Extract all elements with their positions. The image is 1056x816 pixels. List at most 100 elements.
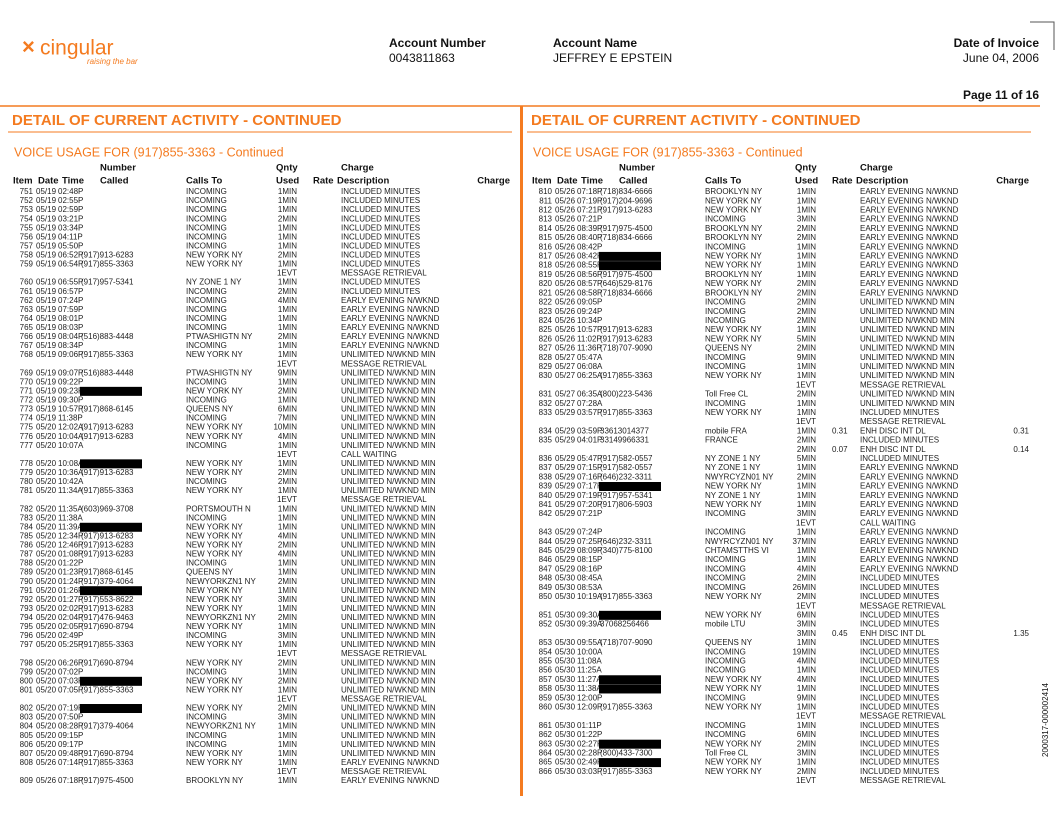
call-date: 05/26 (555, 316, 576, 325)
calls-to: NEW YORK NY (705, 758, 762, 767)
number-called: (917)868-6145 (81, 568, 134, 577)
call-row: 844 05/29 07:25P(646)232-3311 NWYRCYZN01 NY… (539, 537, 959, 546)
call-row: 789 05/20 01:23P(917)868-6145 QUEENS NY 1MIN… (20, 568, 436, 577)
item-number: 803 (20, 713, 34, 722)
description: EARLY EVENING N/WKND (860, 491, 959, 500)
call-date: 05/20 (36, 559, 57, 568)
redaction (80, 586, 142, 596)
invoice-date-label: Date of Invoice (954, 36, 1040, 50)
quantity-used: 2MIN (278, 658, 297, 667)
quantity-used: 19MIN (792, 647, 816, 656)
item-number: 752 (20, 196, 34, 205)
description: UNLIMITED N/WKND MIN (341, 368, 436, 377)
call-date: 05/20 (36, 713, 57, 722)
description: EARLY EVENING N/WKND (860, 196, 959, 205)
call-time: 08:42P (577, 252, 602, 261)
call-date: 05/29 (555, 491, 576, 500)
column-header: Qnty (795, 163, 817, 174)
item-number: 848 (539, 574, 553, 583)
column-header: Used (276, 176, 299, 187)
number-called: (917)913-6283 (81, 468, 134, 477)
item-number: 757 (20, 241, 34, 250)
call-date: 05/26 (555, 261, 576, 270)
call-date: 05/19 (36, 350, 57, 359)
quantity-used: 1MIN (797, 196, 816, 205)
description: UNLIMITED N/WKND MIN (860, 344, 955, 353)
item-number: 794 (20, 613, 34, 622)
calls-to: BROOKLYN NY (705, 288, 763, 297)
description: UNLIMITED N/WKND MIN (860, 307, 955, 316)
quantity-used: 1MIN (278, 241, 297, 250)
number-called: (917)913-6283 (81, 541, 134, 550)
description: EARLY EVENING N/WKND (860, 482, 959, 491)
quantity-used: 2MIN (278, 468, 297, 477)
call-date: 05/26 (555, 215, 576, 224)
redaction (599, 684, 661, 694)
call-date: 05/29 (555, 482, 576, 491)
quantity-used: 5MIN (797, 334, 816, 343)
quantity-used: 1MIN (278, 731, 297, 740)
call-date: 05/20 (36, 541, 57, 550)
description: UNLIMITED N/WKND MIN (341, 459, 436, 468)
quantity-used: 4MIN (278, 550, 297, 559)
item-number: 842 (539, 509, 553, 518)
item-number: 769 (20, 368, 34, 377)
call-row: 751 05/19 02:48P INCOMING 1MIN INCLUDED MINUT… (20, 187, 420, 196)
call-row: 820 05/26 08:57P(646)529-8176 NEW YORK NY 2M… (539, 279, 959, 288)
call-time: 07:24P (577, 528, 602, 537)
number-called: (917)855-3363 (600, 371, 653, 380)
call-date: 05/20 (36, 459, 57, 468)
call-date: 05/30 (555, 656, 576, 665)
call-row: 1EVT MESSAGE RETRIEVAL (796, 712, 946, 721)
item-number: 775 (20, 423, 34, 432)
item-number: 776 (20, 432, 34, 441)
quantity-used: 2MIN (797, 279, 816, 288)
call-row: 846 05/29 08:15P INCOMING 1MIN EARLY EVENING … (539, 555, 959, 564)
calls-to: NEW YORK NY (186, 586, 243, 595)
call-time: 07:19P (58, 704, 83, 713)
quantity-used: 1MIN (278, 568, 297, 577)
call-row: 794 05/20 02:04P(917)476-9463 NEWYORKZN1 NY… (20, 613, 436, 622)
redaction (599, 482, 661, 491)
call-time: 05:50P (58, 241, 83, 250)
item-number: 787 (20, 550, 34, 559)
item-number: 826 (539, 334, 553, 343)
calls-to: INCOMING (186, 341, 227, 350)
item-number: 809 (20, 776, 34, 785)
column-header: Charge (996, 176, 1029, 187)
number-called: (800)433-7300 (600, 749, 653, 758)
number-called: (340)775-8100 (600, 546, 653, 555)
quantity-used: 4MIN (797, 564, 816, 573)
column-header: Charge (477, 176, 510, 187)
calls-to: NEW YORK NY (705, 196, 762, 205)
call-date: 05/20 (36, 676, 57, 685)
calls-to: INCOMING (705, 316, 746, 325)
call-row: 822 05/26 09:05P INCOMING 2MIN UNLIMITED N/WK… (539, 298, 955, 307)
quantity-used: 1MIN (278, 232, 297, 241)
call-row: 802 05/20 07:19P NEW YORK NY 2MIN UNLIMITED N… (20, 704, 436, 714)
description: INCLUDED MINUTES (860, 638, 939, 647)
item-number: 811 (539, 196, 552, 205)
item-number: 828 (539, 353, 553, 362)
number-called: (917)975-4500 (600, 270, 653, 279)
call-time: 07:19P (577, 196, 602, 205)
item-number: 846 (539, 555, 553, 564)
description: EARLY EVENING N/WKND (860, 288, 959, 297)
quantity-used: 3MIN (797, 509, 816, 518)
call-time: 02:59P (58, 205, 83, 214)
call-time: 07:50P (58, 713, 83, 722)
calls-to: INCOMING (186, 713, 227, 722)
item-number: 773 (20, 405, 34, 414)
call-row: 1EVT MESSAGE RETRIEVAL (277, 767, 427, 776)
number-called: (917)553-8622 (81, 595, 134, 604)
description: UNLIMITED N/WKND MIN (341, 386, 436, 395)
call-row: 1EVT MESSAGE RETRIEVAL (277, 695, 427, 704)
redaction (599, 251, 661, 261)
call-date: 05/20 (36, 577, 57, 586)
item-number: 864 (539, 749, 553, 758)
description: UNLIMITED N/WKND MIN (341, 595, 436, 604)
call-row: 859 05/30 12:00P INCOMING 9MIN INCLUDED MINUT… (539, 693, 939, 702)
quantity-used: 1MIN (797, 408, 816, 417)
description: INCLUDED MINUTES (860, 739, 939, 748)
